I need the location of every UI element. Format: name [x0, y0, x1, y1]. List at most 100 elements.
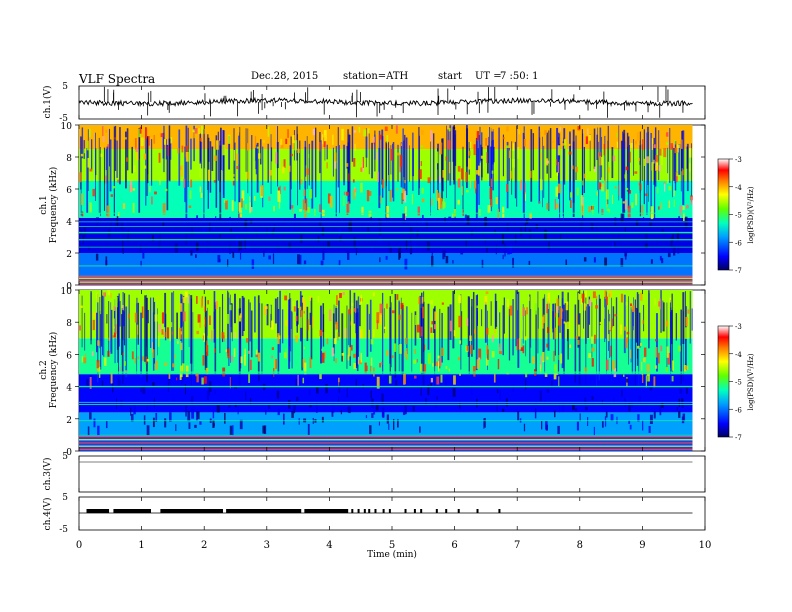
spectral-speckle — [388, 375, 392, 384]
spectral-speckle — [305, 176, 307, 181]
spectral-speckle — [439, 357, 442, 367]
spectral-speckle — [614, 314, 617, 317]
spectral-speckle — [360, 352, 362, 363]
spectral-speckle — [495, 244, 497, 255]
spectral-speckle — [626, 378, 629, 383]
spectral-speckle — [444, 217, 446, 223]
spectral-speckle — [161, 329, 164, 335]
spectral-speckle — [496, 389, 499, 393]
spectral-speckle — [573, 231, 575, 236]
sferic-streak — [314, 127, 317, 198]
spectrogram-band — [79, 253, 693, 276]
sferic-streak — [247, 128, 249, 194]
spectral-speckle — [245, 391, 247, 401]
spectral-speckle — [87, 158, 90, 168]
spectral-speckle — [301, 297, 305, 303]
sferic-streak — [674, 148, 677, 184]
colorbar-label: log(PSD)(V²/Hz) — [747, 186, 755, 243]
spectral-speckle — [240, 356, 243, 364]
spectral-speckle — [284, 295, 288, 301]
spectral-speckle — [122, 203, 126, 209]
spectral-speckle — [231, 200, 234, 212]
sferic-streak — [356, 308, 359, 372]
spectral-speckle — [362, 156, 364, 168]
spectral-speckle — [457, 179, 461, 188]
spectral-speckle — [439, 142, 443, 155]
spectral-speckle — [206, 390, 210, 401]
spectral-speckle — [107, 290, 111, 296]
spectral-speckle — [319, 204, 321, 213]
spectral-speckle — [485, 137, 488, 146]
spectral-speckle — [499, 389, 501, 401]
sferic-streak — [401, 304, 404, 381]
ch4-waveform — [79, 509, 693, 514]
sferic-streak — [484, 302, 487, 343]
spectral-speckle — [592, 291, 596, 299]
sferic-streak — [190, 298, 192, 387]
spectral-speckle — [196, 330, 200, 335]
spectral-speckle — [544, 372, 548, 377]
spectral-speckle — [569, 344, 572, 348]
ch4-pulse — [420, 509, 423, 513]
spectral-speckle — [611, 318, 613, 328]
spectral-speckle — [419, 169, 422, 179]
spectral-speckle — [667, 253, 671, 258]
spectral-speckle — [605, 411, 608, 418]
spectral-speckle — [285, 290, 288, 294]
sferic-streak — [103, 147, 106, 211]
spectral-speckle — [578, 293, 580, 300]
spectral-speckle — [151, 342, 154, 353]
spectral-speckle — [601, 183, 604, 192]
spectral-speckle — [212, 408, 215, 419]
spectral-speckle — [612, 155, 616, 162]
spectral-speckle — [595, 225, 598, 230]
spectral-speckle — [244, 219, 248, 228]
spectral-speckle — [251, 259, 255, 269]
sferic-streak — [355, 313, 357, 334]
spectral-speckle — [239, 419, 243, 430]
spectral-speckle — [519, 337, 521, 350]
spectral-speckle — [653, 376, 656, 388]
spectral-speckle — [392, 418, 395, 430]
spectral-speckle — [583, 257, 587, 262]
spectral-speckle — [611, 241, 614, 249]
sferic-streak — [650, 132, 652, 220]
sferic-streak — [511, 141, 513, 195]
spectral-speckle — [595, 305, 599, 309]
spectral-speckle — [535, 400, 538, 406]
spectral-speckle — [491, 334, 494, 343]
spectral-speckle — [429, 130, 433, 142]
spectral-speckle — [403, 373, 406, 385]
spectral-speckle — [626, 187, 629, 191]
sferic-streak — [638, 312, 641, 348]
spectral-speckle — [639, 183, 642, 191]
sferic-streak — [439, 308, 441, 369]
spectral-speckle — [376, 320, 379, 330]
spectral-speckle — [442, 169, 445, 178]
spectral-speckle — [676, 172, 679, 177]
spectral-speckle — [399, 166, 401, 173]
spectral-speckle — [453, 330, 456, 337]
spectral-speckle — [109, 220, 113, 228]
spectral-speckle — [588, 299, 592, 307]
sferic-streak — [101, 290, 103, 347]
spectral-speckle — [398, 249, 401, 260]
sferic-streak — [270, 134, 272, 194]
spectral-speckle — [584, 367, 587, 374]
sferic-streak — [346, 305, 348, 369]
sferic-streak — [99, 296, 101, 342]
x-tick-label: 9 — [639, 540, 645, 551]
spectral-speckle — [677, 144, 680, 148]
spectral-speckle — [420, 145, 424, 148]
spectral-speckle — [459, 340, 462, 344]
spectral-speckle — [167, 378, 171, 386]
sferic-streak — [655, 313, 658, 372]
sferic-streak — [472, 291, 475, 350]
spectral-speckle — [294, 140, 298, 151]
spectral-speckle — [133, 165, 136, 172]
spectral-speckle — [215, 140, 219, 150]
sferic-streak — [641, 144, 643, 181]
spectral-speckle — [309, 189, 313, 199]
sferic-streak — [402, 128, 404, 201]
ch1-ylabel: ch.1(V) — [42, 86, 53, 119]
